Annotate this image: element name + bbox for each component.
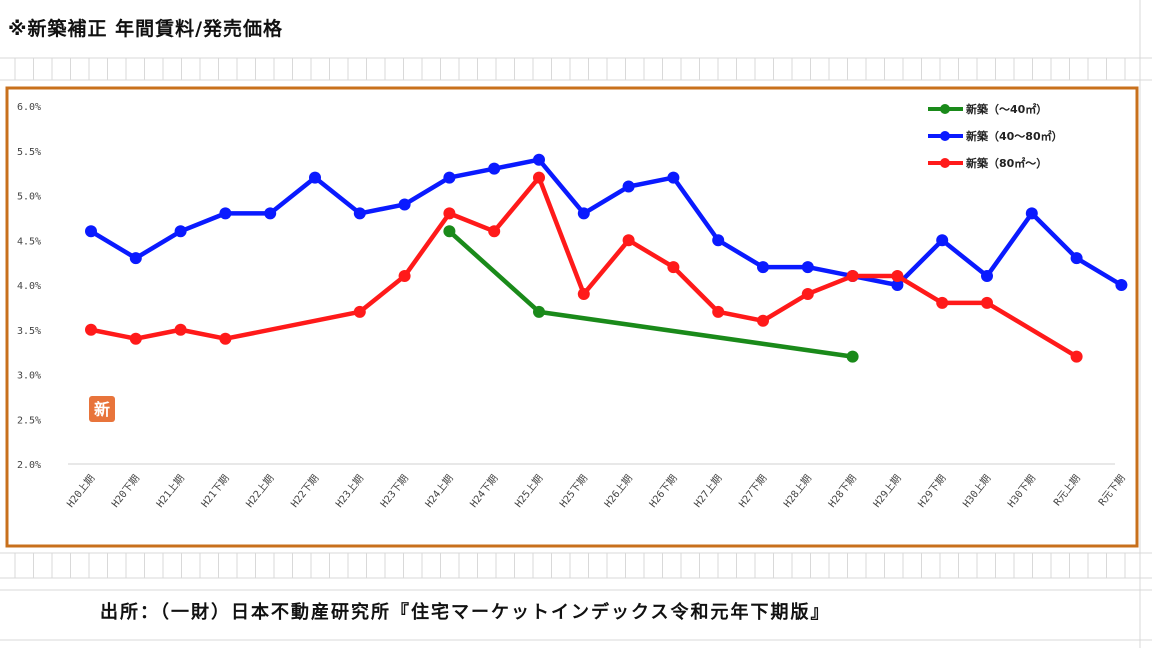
data-point <box>174 323 187 336</box>
y-tick-label: 3.5% <box>17 326 41 337</box>
data-point <box>622 180 635 193</box>
data-point <box>443 207 456 220</box>
data-point <box>846 350 859 363</box>
data-point <box>1025 207 1038 220</box>
series-line-2 <box>89 157 1123 288</box>
data-point <box>757 261 769 274</box>
legend-label: 新築（～40㎡） <box>966 102 1047 116</box>
y-tick-label: 4.0% <box>17 281 41 292</box>
data-point <box>936 296 949 309</box>
data-point <box>667 261 680 274</box>
data-point <box>1070 350 1083 363</box>
legend-marker <box>940 158 950 168</box>
data-point <box>712 305 725 318</box>
data-point <box>936 234 949 247</box>
series-line-3 <box>90 175 1078 359</box>
data-point <box>981 296 993 309</box>
data-point <box>488 225 501 238</box>
data-point <box>264 207 277 220</box>
data-point <box>309 171 321 184</box>
legend-label: 新築（40～80㎡） <box>966 129 1063 143</box>
data-point <box>533 171 545 184</box>
data-point <box>219 207 232 220</box>
data-point <box>398 270 411 283</box>
data-point <box>981 270 993 283</box>
y-tick-label: 5.0% <box>17 192 41 203</box>
data-point <box>577 287 590 300</box>
legend-label: 新築（80㎡～） <box>966 156 1047 170</box>
stamp-text: 新 <box>94 400 110 419</box>
data-point <box>398 198 411 211</box>
data-point <box>443 225 456 238</box>
y-tick-label: 3.0% <box>17 371 41 382</box>
data-point <box>353 305 366 318</box>
data-point <box>1115 279 1128 291</box>
y-tick-label: 2.5% <box>17 415 41 426</box>
data-point <box>353 207 366 220</box>
legend-marker <box>940 131 950 141</box>
data-point <box>757 314 769 327</box>
page-title: ※新築補正 年間賃料/発売価格 <box>8 18 284 40</box>
data-point <box>533 305 545 318</box>
data-point <box>1070 252 1083 265</box>
data-point <box>891 279 904 291</box>
source-note: 出所：（一財）日本不動産研究所『住宅マーケットインデックス令和元年下期版』 <box>100 602 831 623</box>
data-point <box>801 261 814 274</box>
data-point <box>219 332 232 345</box>
data-point <box>846 270 859 283</box>
y-tick-label: 6.0% <box>17 102 41 113</box>
data-point <box>443 171 456 184</box>
stamp-icon <box>89 396 115 422</box>
data-point <box>85 323 97 336</box>
data-point <box>488 162 501 175</box>
data-point <box>667 171 680 184</box>
data-point <box>577 207 590 220</box>
data-point <box>712 234 725 247</box>
data-point <box>174 225 187 238</box>
legend-marker <box>940 104 950 114</box>
data-point <box>533 153 545 166</box>
y-tick-label: 5.5% <box>17 147 41 158</box>
data-point <box>129 252 142 265</box>
data-point <box>85 225 97 238</box>
data-point <box>622 234 635 247</box>
data-point <box>129 332 142 345</box>
y-tick-label: 4.5% <box>17 236 41 247</box>
data-point <box>891 270 904 283</box>
data-point <box>801 287 814 300</box>
y-tick-label: 2.0% <box>17 460 41 471</box>
